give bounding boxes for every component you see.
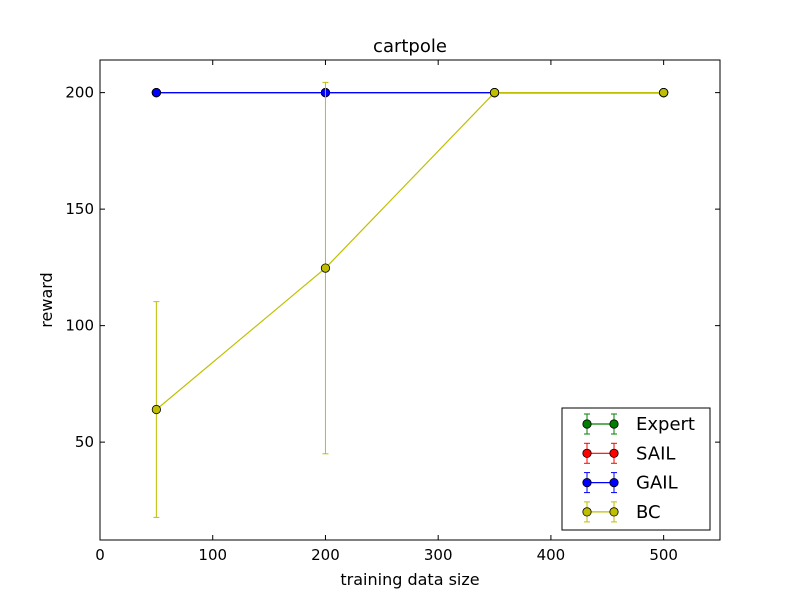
y-axis-title: reward xyxy=(37,272,56,327)
x-tick-label: 200 xyxy=(311,546,340,564)
legend-item-sail: SAIL xyxy=(582,442,675,464)
bc-point xyxy=(151,404,161,415)
legend-marker xyxy=(582,448,592,458)
x-tick-label: 400 xyxy=(537,546,566,564)
legend-item-gail: GAIL xyxy=(582,472,678,494)
x-tick-label: 500 xyxy=(649,546,678,564)
bc-point xyxy=(320,263,331,273)
x-axis-title: training data size xyxy=(340,570,479,589)
bc-point xyxy=(659,88,669,98)
legend-marker xyxy=(609,477,619,488)
axis-ticks: 0 100 200 300 400 500 50 100 150 200 xyxy=(65,60,720,564)
y-tick-label: 50 xyxy=(75,433,94,451)
legend-marker xyxy=(582,419,592,429)
x-tick-label: 0 xyxy=(95,546,105,564)
legend-marker xyxy=(609,448,619,458)
legend: Expert SAIL GAIL BC xyxy=(561,407,711,531)
bc-point xyxy=(489,88,500,98)
plot-area xyxy=(151,81,669,518)
plot-frame xyxy=(99,59,721,541)
x-tick-label: 100 xyxy=(198,546,227,564)
x-tick-label: 300 xyxy=(424,546,453,564)
y-tick-label: 200 xyxy=(65,84,94,102)
chart-title: cartpole xyxy=(373,36,447,57)
gail-point xyxy=(151,88,161,98)
legend-label-bc: BC xyxy=(636,502,661,523)
legend-label-gail: GAIL xyxy=(636,473,678,494)
legend-item-bc: BC xyxy=(582,501,661,523)
legend-marker xyxy=(582,477,592,488)
legend-label-expert: Expert xyxy=(636,414,695,435)
y-tick-label: 100 xyxy=(65,317,94,335)
y-tick-label: 150 xyxy=(65,200,94,218)
series-bc xyxy=(151,81,669,518)
legend-marker xyxy=(609,507,619,517)
bc-line xyxy=(155,92,664,410)
legend-marker xyxy=(609,419,619,429)
legend-item-expert: Expert xyxy=(582,413,695,435)
legend-label-sail: SAIL xyxy=(636,443,675,464)
legend-marker xyxy=(582,507,592,517)
